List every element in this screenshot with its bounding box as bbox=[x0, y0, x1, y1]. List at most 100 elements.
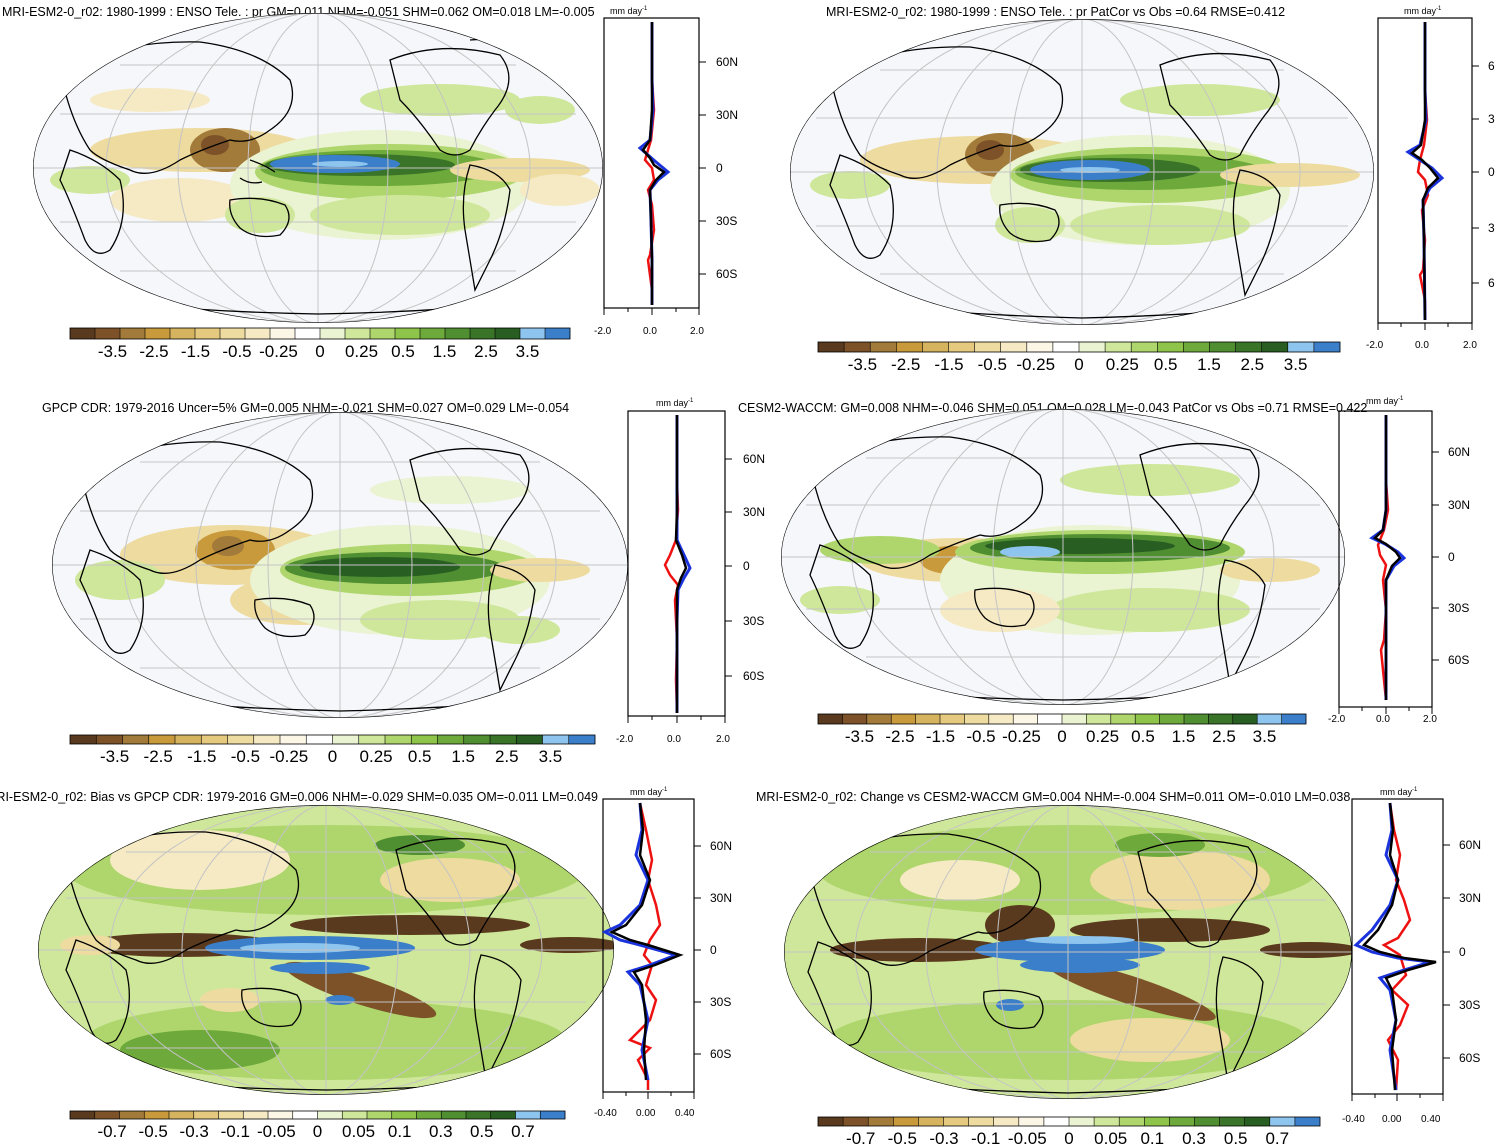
colorbar-swatch bbox=[1043, 1117, 1070, 1126]
zonal-mean-profile: 60N 30N 0 30S 60S -2.0 0.0 2.0 mm day-1 bbox=[594, 6, 738, 337]
colorbar-label: -0.5 bbox=[888, 1129, 917, 1147]
lat-label: 0 bbox=[1459, 945, 1466, 959]
panel-title: GPCP CDR: 1979-2016 Uncer=5% GM=0.005 NH… bbox=[42, 401, 569, 415]
lat-label: 60S bbox=[1448, 653, 1469, 667]
colorbar-label: -0.05 bbox=[257, 1122, 296, 1141]
colorbar-swatch bbox=[268, 1111, 294, 1119]
profile-tick: 0.0 bbox=[1376, 714, 1390, 725]
colorbar-swatch bbox=[175, 735, 202, 744]
profile-tick: 2.0 bbox=[1463, 340, 1477, 351]
lat-label: 30S bbox=[1448, 601, 1469, 615]
profile-tick: 0.0 bbox=[1415, 340, 1429, 351]
colorbar-swatch bbox=[70, 328, 96, 339]
graticule bbox=[33, 13, 603, 323]
zonal-mean-profile: 6 3 0 3 6 -2.0 0.0 2.0 mm day-1 bbox=[1366, 6, 1495, 351]
map-panel bbox=[52, 412, 628, 718]
colorbar-swatch bbox=[306, 735, 333, 744]
colorbar-label: 2.5 bbox=[1212, 727, 1236, 746]
zonal-mean-profile: 60N 30N 0 30S 60S -2.0 0.0 2.0 mm day-1 bbox=[1328, 396, 1470, 725]
profile-tick: -0.40 bbox=[1342, 1114, 1365, 1125]
colorbar-swatch bbox=[818, 714, 843, 724]
colorbar-label: 0 bbox=[1074, 355, 1083, 374]
lat-label: 30S bbox=[1459, 998, 1480, 1012]
colorbar-label: 0 bbox=[1057, 727, 1066, 746]
colorbar-swatch bbox=[292, 1111, 318, 1119]
lat-label: 30S bbox=[710, 995, 731, 1009]
profile-line-black bbox=[1409, 22, 1440, 321]
colorbar-label: 2.5 bbox=[495, 747, 519, 766]
colorbar-swatch bbox=[470, 328, 496, 339]
zonal-mean-profile: 60N 30N 0 30S 60S -0.40 0.00 0.40 mm day… bbox=[594, 787, 732, 1119]
colorbar-swatch bbox=[922, 342, 949, 352]
colorbar-swatch bbox=[385, 735, 412, 744]
colorbar-swatch bbox=[411, 735, 438, 744]
colorbar-label: -1.5 bbox=[187, 747, 216, 766]
lat-label: 30N bbox=[1448, 498, 1470, 512]
profile-tick: 0.00 bbox=[636, 1108, 656, 1119]
colorbar-swatch bbox=[1110, 714, 1136, 724]
colorbar-swatch bbox=[1013, 714, 1038, 724]
colorbar-label: 0.5 bbox=[391, 342, 415, 361]
colorbar-swatch bbox=[358, 735, 386, 744]
lat-label: 3 bbox=[1488, 112, 1495, 126]
colorbar-label: -0.3 bbox=[929, 1129, 958, 1147]
colorbar-label: -3.5 bbox=[100, 747, 129, 766]
colorbar: -0.7 -0.5 -0.3 -0.1 -0.05 0 0.05 0.1 0.3 0.5 0.7 bbox=[69, 1110, 566, 1141]
colorbar-label: 0 bbox=[1064, 1129, 1073, 1147]
profile-tick: 0.00 bbox=[1382, 1114, 1402, 1125]
panel-title: MRI-ESM2-0_r02: Change vs CESM2-WACCM GM… bbox=[756, 790, 1350, 804]
map-panel bbox=[784, 805, 1352, 1099]
colorbar-swatch bbox=[342, 1111, 368, 1119]
lat-label: 30S bbox=[716, 214, 737, 228]
panel-title: MRI-ESM2-0_r02: Bias vs GPCP CDR: 1979-2… bbox=[0, 790, 598, 804]
colorbar-label: 0.25 bbox=[360, 747, 393, 766]
colorbar-swatch bbox=[1018, 1117, 1045, 1126]
colorbar-swatch bbox=[520, 328, 546, 339]
colorbar-label: 0.7 bbox=[511, 1122, 535, 1141]
colorbar-label: -3.5 bbox=[98, 342, 127, 361]
colorbar-label: -2.5 bbox=[891, 355, 920, 374]
lat-label: 6 bbox=[1488, 59, 1495, 73]
profile-line-black bbox=[1372, 415, 1402, 700]
colorbar-swatch bbox=[70, 735, 97, 744]
lat-label: 60S bbox=[716, 267, 737, 281]
colorbar-swatch bbox=[270, 328, 296, 339]
map-panel bbox=[38, 805, 614, 1095]
colorbar-swatch bbox=[463, 735, 491, 744]
panel-6: MRI-ESM2-0_r02: Change vs CESM2-WACCM GM… bbox=[756, 787, 1481, 1147]
colorbar-label: -2.5 bbox=[885, 727, 914, 746]
colorbar-swatch bbox=[1184, 714, 1209, 724]
colorbar-swatch bbox=[119, 1111, 145, 1119]
colorbar-swatch bbox=[940, 714, 965, 724]
colorbar-label: -0.7 bbox=[846, 1129, 875, 1147]
colorbar-swatch bbox=[367, 1111, 393, 1119]
colorbar-swatch bbox=[943, 1117, 969, 1126]
colorbar-swatch bbox=[253, 735, 281, 744]
colorbar-label: -0.3 bbox=[180, 1122, 209, 1141]
profile-tick: 0.0 bbox=[667, 734, 681, 745]
unit-label: mm day-1 bbox=[610, 6, 648, 16]
colorbar-swatch bbox=[441, 1111, 467, 1119]
colorbar-swatch bbox=[1157, 342, 1184, 352]
colorbar-label: -0.05 bbox=[1008, 1129, 1047, 1147]
colorbar-swatch bbox=[317, 1111, 343, 1119]
colorbar-label: -0.5 bbox=[222, 342, 251, 361]
profile-tick: 0.40 bbox=[675, 1108, 695, 1119]
colorbar-swatch bbox=[1209, 342, 1236, 352]
colorbar-label: -0.1 bbox=[971, 1129, 1000, 1147]
colorbar-swatch bbox=[95, 328, 121, 339]
colorbar-swatch bbox=[220, 328, 246, 339]
colorbar-label: 0.1 bbox=[388, 1122, 412, 1141]
profile-tick: 0.0 bbox=[643, 326, 657, 337]
colorbar-swatch bbox=[896, 342, 923, 352]
colorbar-swatch bbox=[545, 328, 571, 339]
colorbar-label: 0.7 bbox=[1265, 1129, 1289, 1147]
colorbar-swatch bbox=[1086, 714, 1112, 724]
colorbar-swatch bbox=[516, 735, 543, 744]
colorbar-swatch bbox=[122, 735, 150, 744]
colorbar-swatch bbox=[1052, 342, 1080, 352]
colorbar: -3.5 -2.5 -1.5 -0.5 -0.25 0 0.25 0.5 1.5 2.5 3.5 bbox=[69, 327, 571, 361]
colorbar-swatch bbox=[540, 1111, 566, 1119]
profile-line-black bbox=[674, 415, 688, 713]
colorbar-swatch bbox=[918, 1117, 944, 1126]
